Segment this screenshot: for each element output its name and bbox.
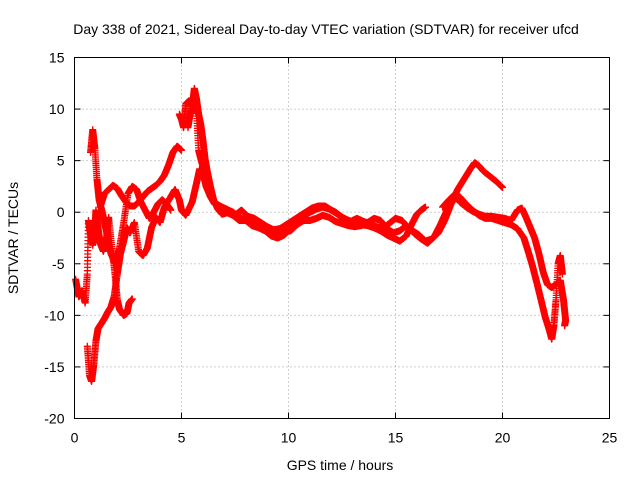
y-tick-label: -5 — [52, 256, 65, 272]
y-tick-label: 5 — [57, 153, 65, 169]
plot-frame — [74, 57, 610, 419]
series-markers — [83, 165, 429, 385]
y-tick-label: 0 — [57, 204, 65, 220]
y-tick-label: 10 — [49, 101, 65, 117]
grid — [74, 57, 610, 419]
chart-title: Day 338 of 2021, Sidereal Day-to-day VTE… — [73, 21, 579, 37]
x-tick-label: 10 — [281, 430, 297, 446]
x-tick-label: 5 — [178, 430, 186, 446]
series-track-f — [184, 103, 506, 245]
x-tick-label: 20 — [495, 430, 511, 446]
series-markers — [184, 103, 506, 245]
series-markers — [87, 126, 175, 268]
y-tick-labels: -20 -15 -10 -5 0 5 10 15 — [44, 50, 64, 427]
x-axis-label: GPS time / hours — [287, 457, 394, 473]
y-axis-label: SDTVAR / TECUs — [5, 182, 21, 294]
series-markers — [439, 190, 570, 330]
series-track-g — [439, 190, 570, 330]
y-tick-label: -20 — [44, 411, 64, 427]
series-track-b — [83, 165, 429, 385]
x-tick-label: 15 — [388, 430, 404, 446]
y-tick-label: -10 — [44, 307, 64, 323]
x-tick-labels: 0 5 10 15 20 25 — [71, 430, 618, 446]
ticks — [74, 57, 610, 419]
x-tick-label: 0 — [71, 430, 79, 446]
data-points — [72, 84, 570, 385]
x-tick-label: 25 — [602, 430, 618, 446]
y-tick-label: -15 — [44, 359, 64, 375]
y-tick-label: 15 — [49, 50, 65, 66]
series-track-d — [87, 126, 175, 268]
